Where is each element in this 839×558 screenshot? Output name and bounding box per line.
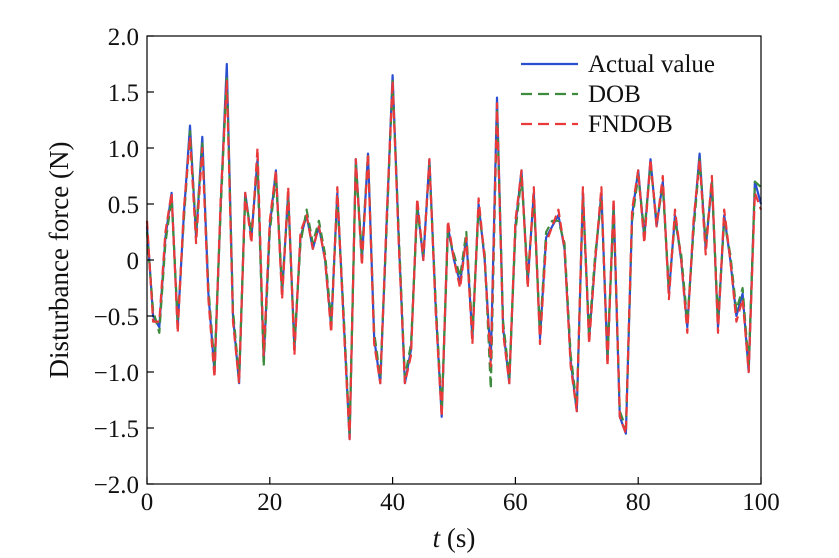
legend-label: FNDOB xyxy=(588,111,673,138)
y-tick-label: 2.0 xyxy=(108,24,139,51)
x-axis-label-variable: t xyxy=(433,523,442,553)
y-axis-label: Disturbance force (N) xyxy=(44,142,74,379)
legend: Actual value DOB FNDOB xyxy=(521,51,715,138)
y-tick-label: −0.5 xyxy=(94,304,139,331)
x-tick-label: 100 xyxy=(742,489,780,516)
y-tick-label: 1.5 xyxy=(108,80,139,107)
y-tick-label: 0 xyxy=(127,248,140,275)
x-tick-label: 0 xyxy=(141,489,154,516)
ticks-layer: −2.0 −1.5 −1.0 −0.5 0 0.5 1.0 1.5 2.0 0 20 40 60 80 10… xyxy=(94,24,780,516)
legend-label: Actual value xyxy=(588,51,715,78)
x-tick-label: 60 xyxy=(503,489,528,516)
x-tick-label: 80 xyxy=(626,489,651,516)
y-tick-label: −2.0 xyxy=(94,472,139,499)
legend-label: DOB xyxy=(588,81,641,108)
x-tick-label: 20 xyxy=(257,489,282,516)
y-tick-label: 1.0 xyxy=(108,136,139,163)
series-layer xyxy=(145,62,763,441)
x-axis-label-unit: (s) xyxy=(440,523,475,553)
y-tick-label: −1.5 xyxy=(94,416,139,443)
x-axis-label: t (s) xyxy=(433,523,476,553)
y-tick-label: −1.0 xyxy=(94,360,139,387)
x-tick-label: 40 xyxy=(380,489,405,516)
y-tick-label: 0.5 xyxy=(108,192,139,219)
